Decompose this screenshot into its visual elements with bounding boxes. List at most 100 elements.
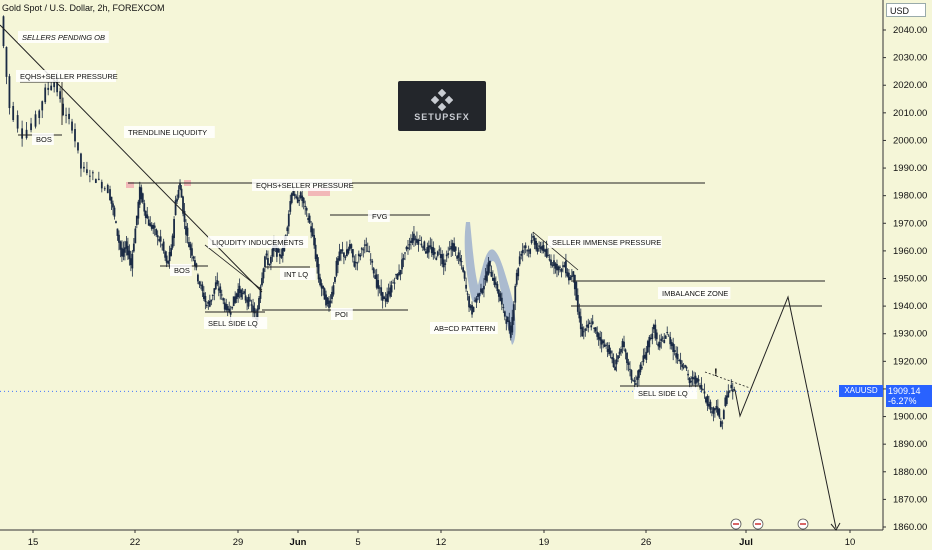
candle-body xyxy=(231,306,234,309)
candle-body xyxy=(465,284,467,289)
candle-body xyxy=(143,203,146,212)
candle-body xyxy=(112,203,114,208)
candle-body xyxy=(688,378,691,384)
annotation-label-bg xyxy=(548,236,662,248)
candle-body xyxy=(325,294,327,306)
candle-body xyxy=(366,250,369,252)
candle-body xyxy=(232,296,235,306)
candle-body xyxy=(454,246,457,251)
candle-body xyxy=(53,80,56,88)
projection-arrow-icon xyxy=(830,522,841,531)
last-price-tag: 1909.14 -6.27% xyxy=(886,385,932,407)
annotation-label: INT LQ xyxy=(284,270,308,279)
candle-body xyxy=(246,299,248,303)
candle-body xyxy=(487,262,490,275)
candle-body xyxy=(59,91,62,99)
candle-body xyxy=(451,242,454,251)
annotation-label: SELL SIDE LQ xyxy=(638,389,688,398)
candle-body xyxy=(280,255,283,258)
annotation-label-bg xyxy=(368,210,390,222)
candle-body xyxy=(197,274,199,282)
candle-body xyxy=(627,362,630,365)
candle-body xyxy=(38,110,41,118)
candle-body xyxy=(41,101,44,111)
candle-body xyxy=(509,325,512,338)
x-tick-label: 10 xyxy=(845,537,856,548)
candle-body xyxy=(223,302,226,310)
candle-body xyxy=(183,210,186,222)
candle-body xyxy=(268,264,271,266)
candle-body xyxy=(310,226,313,233)
annotation-label-bg xyxy=(208,236,308,248)
annotation-label: BOS xyxy=(36,135,52,144)
candle-body xyxy=(259,286,262,299)
candle-body xyxy=(286,227,289,232)
candle-body xyxy=(235,293,238,299)
annotation-label-bg xyxy=(634,387,698,399)
candle-body xyxy=(569,276,572,281)
annotation-label-bg xyxy=(430,322,498,334)
candle-body xyxy=(713,408,716,411)
candle-body xyxy=(630,370,633,380)
candle-body xyxy=(667,335,670,337)
candle-body xyxy=(615,359,618,365)
candle-body xyxy=(138,186,141,205)
projection-path xyxy=(734,295,837,529)
candle-body xyxy=(532,235,535,238)
annotation-label: AB=CD PATTERN xyxy=(434,324,495,333)
candle-body xyxy=(316,254,319,268)
candle-body xyxy=(669,336,672,345)
candle-body xyxy=(702,389,704,391)
candle-body xyxy=(733,388,736,390)
candle-body xyxy=(718,409,721,418)
candle-body xyxy=(264,256,266,268)
candle-body xyxy=(642,355,645,363)
candle-body xyxy=(645,351,648,360)
y-tick-label: 1990.00 xyxy=(893,163,927,174)
annotation-label-bg xyxy=(204,317,268,329)
candle-body xyxy=(94,179,97,183)
candle-body xyxy=(687,373,689,376)
candle-body xyxy=(77,142,79,151)
candle-body xyxy=(71,121,73,131)
candle-body xyxy=(118,234,120,243)
candle-body xyxy=(430,246,433,254)
candle-body xyxy=(371,260,374,263)
candle-body xyxy=(705,397,707,403)
candle-body xyxy=(211,294,214,296)
candle-body xyxy=(383,296,386,300)
candle-body xyxy=(359,254,362,257)
annotation-label: IMBALANCE ZONE xyxy=(662,289,728,298)
y-tick-label: 1920.00 xyxy=(893,356,927,367)
candle-body xyxy=(5,47,8,77)
candle-body xyxy=(222,298,225,301)
candle-body xyxy=(493,277,496,286)
candle-body xyxy=(159,236,162,242)
candle-body xyxy=(344,256,347,258)
candle-body xyxy=(508,320,511,331)
currency-selector[interactable]: USD xyxy=(886,3,926,17)
candle-body xyxy=(694,375,697,384)
candle-body xyxy=(556,263,558,271)
candle-body xyxy=(186,227,189,236)
candle-body xyxy=(654,324,657,339)
candle-body xyxy=(83,166,85,169)
candle-body xyxy=(719,421,722,427)
candle-body xyxy=(219,286,222,294)
candle-body xyxy=(727,391,730,398)
candle-body xyxy=(636,376,639,380)
candle-body xyxy=(250,304,253,306)
candle-body xyxy=(65,114,67,116)
candle-body xyxy=(135,215,138,225)
x-tick-label: 12 xyxy=(436,537,447,548)
candle-body xyxy=(210,299,213,302)
candle-body xyxy=(334,276,336,283)
candle-body xyxy=(435,257,438,260)
candle-body xyxy=(295,196,298,199)
candle-body xyxy=(398,272,400,276)
candle-body xyxy=(471,304,473,315)
inducement-line xyxy=(204,244,263,291)
candle-body xyxy=(122,248,125,257)
candle-body xyxy=(424,251,427,254)
